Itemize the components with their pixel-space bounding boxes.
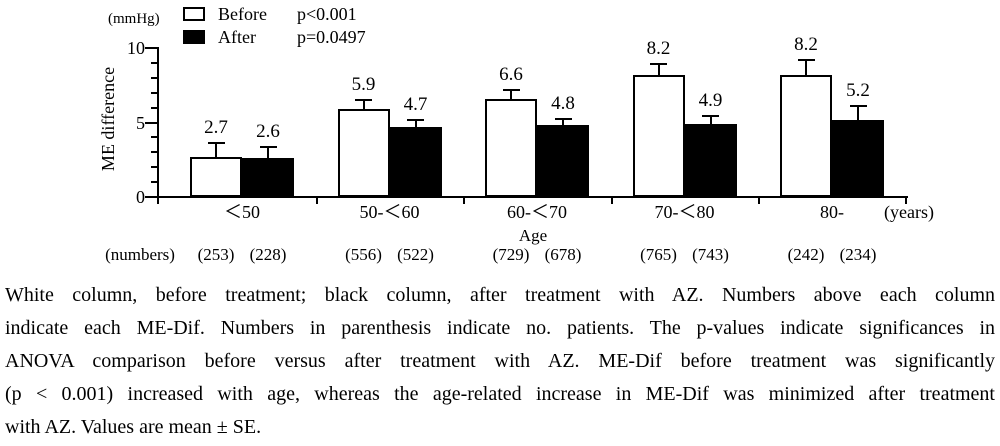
legend-label-after: After (218, 27, 256, 47)
error-bar-line (414, 119, 417, 127)
bar-before (780, 74, 832, 197)
caption-line: (p < 0.001) increased with age, whereas … (5, 383, 995, 405)
error-bar-line (657, 64, 660, 75)
bar-value-label: 5.9 (351, 74, 376, 96)
y-minor-tick (151, 91, 158, 94)
n-count-label: (678) (544, 245, 582, 264)
caption-line: with AZ. Values are mean ± SE. (5, 416, 262, 438)
x-category-label: 50-＜60 (359, 202, 420, 222)
error-bar-line (215, 143, 217, 157)
n-count-label: (743) (692, 245, 729, 264)
bar-value-label: 2.7 (204, 117, 228, 139)
y-minor-tick (151, 151, 158, 154)
n-count-label: (253) (197, 245, 235, 264)
error-bar-cap (207, 142, 225, 145)
error-bar-cap (355, 99, 372, 102)
n-count-label: (522) (397, 245, 434, 264)
error-bar-line (709, 115, 712, 124)
y-minor-tick (151, 61, 158, 64)
y-major-tick (145, 121, 158, 124)
y-axis-unit-label: (mmHg) (108, 11, 160, 27)
error-bar-cap (797, 58, 815, 61)
legend-label-before: Before (218, 4, 267, 24)
error-bar-cap (702, 114, 719, 117)
error-bar-cap (502, 89, 520, 92)
y-tick-label: 5 (136, 112, 145, 133)
bar-before (485, 98, 537, 197)
bar-value-label: 2.6 (256, 121, 280, 143)
n-count-label: (242) (787, 245, 825, 264)
caption-line: ANOVA comparison before versus after tre… (5, 350, 995, 372)
error-bar-cap (849, 105, 867, 108)
bar-after (242, 158, 294, 197)
bar-value-label: 8.2 (794, 33, 818, 55)
error-bar-line (510, 90, 512, 99)
bar-after (389, 126, 442, 197)
n-count-label: (556) (345, 245, 382, 264)
x-axis-title: Age (518, 226, 548, 245)
numbers-row-label: (numbers) (105, 245, 175, 264)
y-minor-tick (151, 181, 158, 184)
y-major-tick (145, 47, 158, 49)
bar-chart: (mmHg) ME difference Before p<0.001 Afte… (98, 4, 934, 264)
x-tick (463, 197, 466, 204)
x-axis (157, 196, 908, 198)
error-bar-cap (554, 117, 572, 120)
error-bar-line (805, 59, 807, 75)
error-bar-line (857, 106, 859, 120)
x-tick (315, 197, 318, 204)
bar-value-label: 4.9 (698, 89, 723, 111)
bar-value-label: 5.2 (846, 80, 870, 102)
n-count-label: (729) (492, 245, 530, 264)
bar-value-label: 6.6 (499, 64, 523, 86)
p-value-after: p=0.0497 (297, 27, 366, 47)
bar-value-label: 4.7 (403, 93, 428, 115)
y-minor-tick (151, 76, 158, 79)
bar-value-label: 4.8 (551, 92, 575, 114)
legend-swatch-after (183, 30, 205, 44)
x-category-label: 60-＜70 (507, 202, 567, 222)
p-value-before: p<0.001 (297, 4, 357, 24)
error-bar-cap (650, 63, 667, 66)
y-minor-tick (151, 166, 158, 169)
y-tick-label: 0 (136, 187, 145, 207)
plot-area: 0 5 10 2.7 (253) 2.6 (228) ＜50 5.9 (556) 4.7 (522) 5… (127, 33, 908, 264)
x-category-label: 70-＜80 (654, 202, 715, 222)
error-bar-cap (407, 118, 424, 121)
bar-after (832, 119, 884, 197)
bar-before (632, 74, 685, 197)
y-axis (157, 47, 159, 204)
y-minor-tick (151, 136, 158, 139)
x-tick (610, 197, 613, 204)
x-category-label: ＜50 (224, 202, 260, 222)
caption-line: White column, before treatment; black co… (5, 284, 995, 306)
x-tick (905, 197, 907, 204)
y-minor-tick (151, 106, 158, 109)
error-bar-line (267, 147, 269, 159)
caption-line: indicate each ME-Dif. Numbers in parenth… (5, 317, 995, 339)
x-tick (758, 197, 761, 204)
error-bar-line (562, 118, 564, 126)
n-count-label: (228) (249, 245, 287, 264)
bar-value-label: 8.2 (646, 38, 671, 60)
y-major-tick (145, 196, 158, 198)
error-bar-cap (259, 146, 277, 149)
bar-before (337, 109, 390, 197)
y-tick-label: 10 (127, 38, 145, 58)
n-count-label: (234) (839, 245, 877, 264)
n-count-label: (765) (640, 245, 677, 264)
bar-before (190, 156, 242, 197)
legend-swatch-before (183, 7, 205, 21)
x-category-label: 80- (820, 202, 844, 222)
error-bar-line (362, 100, 365, 110)
figure-caption: White column, before treatment; black co… (0, 279, 1000, 444)
bar-after (537, 125, 589, 197)
x-axis-unit-label: (years) (884, 202, 934, 222)
bar-after (684, 123, 737, 197)
